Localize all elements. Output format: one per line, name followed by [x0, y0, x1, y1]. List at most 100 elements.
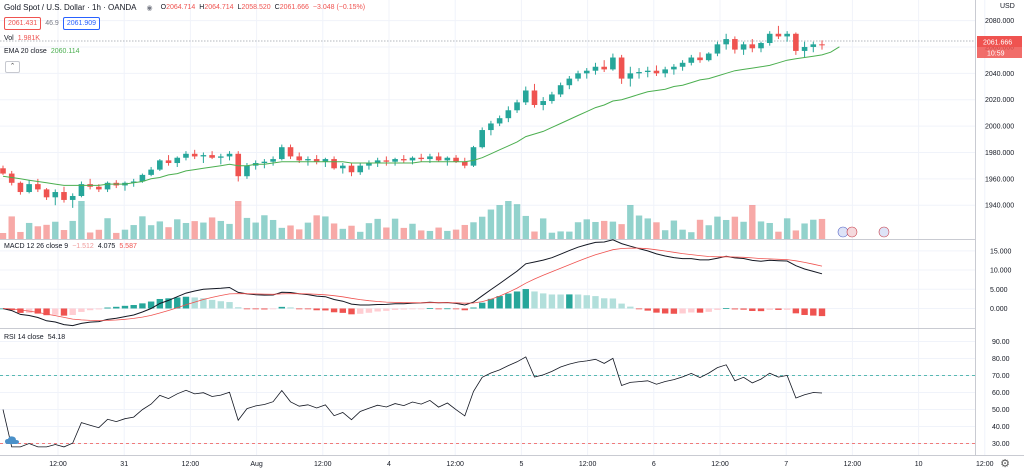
macd-axis[interactable]: 15.000 10.000 5.000 0.000: [990, 248, 1012, 313]
price-tick-label: 2000.000: [985, 124, 1014, 131]
price-axis[interactable]: USD 2080.0002060.0002040.0002020.0002000…: [977, 3, 1022, 210]
macd-hist-bar: [557, 294, 564, 309]
candle-body: [191, 153, 198, 157]
candle-body: [200, 155, 207, 157]
vol-label[interactable]: Vol: [4, 35, 14, 42]
candle-body: [8, 173, 15, 183]
gear-icon[interactable]: ⚙: [1000, 458, 1010, 470]
macd-hist-bar: [522, 289, 529, 309]
macd-hist-bar: [644, 308, 651, 311]
candle-body: [435, 156, 442, 161]
volume-bar: [679, 229, 686, 239]
volume-bar: [174, 219, 181, 239]
volume-bar: [130, 225, 137, 239]
volume-bar: [139, 216, 146, 239]
volume-bar: [705, 225, 712, 239]
volume-bar: [339, 228, 346, 239]
macd-label[interactable]: MACD 12 26 close 9: [4, 243, 69, 250]
candle-body: [479, 130, 486, 148]
ema-label[interactable]: EMA 20 close: [4, 48, 47, 55]
last-price-badge: [977, 36, 1022, 47]
candle-body: [749, 44, 756, 49]
candle-body: [575, 73, 581, 79]
buy-button[interactable]: 2061.909: [62, 17, 101, 30]
macd-hist-bar: [95, 308, 103, 310]
macd-hist-bar: [749, 308, 756, 311]
volume-bar: [243, 217, 251, 239]
candle-body: [296, 156, 303, 161]
candlestick-series: [0, 25, 825, 208]
macd-tick-label: 15.000: [990, 248, 1012, 255]
candle-body: [305, 159, 311, 161]
sell-button[interactable]: 2061.431: [4, 17, 42, 30]
us-flag-icon[interactable]: [878, 226, 890, 238]
ohlc-close: 2061.666: [279, 4, 309, 11]
rsi-axis[interactable]: 90.00 80.00 70.00 60.00 50.00 40.00 30.00: [992, 339, 1010, 448]
volume-bar: [226, 223, 233, 239]
macd-hist-bar: [461, 308, 468, 311]
macd-histogram: [0, 289, 826, 317]
candle-body: [261, 161, 268, 164]
symbol-title[interactable]: Gold Spot / U.S. Dollar · 1h · OANDA: [4, 3, 137, 12]
collapse-legend-button[interactable]: ⌃: [5, 61, 20, 73]
eye-icon[interactable]: ◉: [146, 4, 153, 12]
volume-bar: [86, 232, 94, 239]
ohlc-low: 2058.520: [241, 4, 271, 11]
macd-hist-bar: [792, 308, 800, 314]
macd-hist-bar: [235, 307, 242, 309]
macd-hist-bar: [810, 308, 817, 316]
time-axis[interactable]: 12:00 31 12:00 Aug 12:00 4 12:00 5 12:00 6 12:00 7 1…: [49, 461, 993, 468]
time-tick-label: 12:00: [182, 461, 200, 468]
volume-bar: [261, 215, 268, 239]
rsi-tick-label: 30.00: [992, 441, 1010, 448]
events-marker[interactable]: [837, 226, 890, 238]
macd-hist-bar: [566, 294, 573, 309]
macd-hist-bar: [34, 308, 42, 314]
macd-hist-bar: [86, 308, 94, 311]
candle-body: [270, 159, 276, 162]
candle-body: [514, 102, 520, 111]
macd-hist-bar: [583, 295, 590, 309]
macd-hist-bar: [548, 294, 556, 309]
volume-bar: [810, 219, 817, 239]
volume-bar: [775, 231, 782, 239]
candle-body: [540, 101, 546, 105]
us-flag-icon[interactable]: [846, 226, 858, 238]
macd-hist-bar: [60, 308, 68, 316]
candle-body: [96, 186, 102, 190]
candle-body: [766, 33, 773, 44]
time-tick-label: 12:00: [976, 461, 994, 468]
macd-tick-label: 10.000: [990, 268, 1012, 275]
last-price-value: 2061.666: [983, 40, 1012, 47]
candle-body: [400, 159, 407, 161]
macd-hist-bar: [670, 308, 678, 314]
candle-body: [801, 46, 808, 51]
macd-hist-bar: [261, 308, 268, 310]
candle-body: [740, 44, 747, 50]
spread-value: 46.9: [45, 20, 59, 27]
candle-body: [427, 156, 433, 160]
volume-bar: [156, 221, 164, 239]
volume-bar: [461, 224, 468, 239]
volume-bar: [426, 230, 434, 239]
macd-hist-bar: [418, 308, 425, 310]
volume-bar: [731, 216, 739, 239]
volume-bar: [374, 218, 381, 239]
rsi-tick-label: 90.00: [992, 339, 1010, 346]
tradingview-cloud-icon[interactable]: [5, 436, 19, 445]
candle-body: [644, 70, 651, 73]
volume-bar: [714, 216, 721, 239]
candle-body: [61, 192, 67, 200]
macd-hist-bar: [217, 301, 225, 309]
volume-legend: Vol 1.981K: [4, 35, 40, 42]
candle-body: [357, 165, 364, 173]
ohlc-change: −3.048 (−0.15%): [312, 4, 366, 11]
volume-bar: [17, 231, 24, 239]
macd-hist-bar: [505, 293, 512, 309]
volume-bar: [609, 221, 617, 239]
rsi-label[interactable]: RSI 14 close: [4, 334, 44, 341]
us-flag-icon[interactable]: [837, 226, 849, 238]
candle-body: [130, 181, 137, 183]
volume-bar: [217, 220, 225, 239]
